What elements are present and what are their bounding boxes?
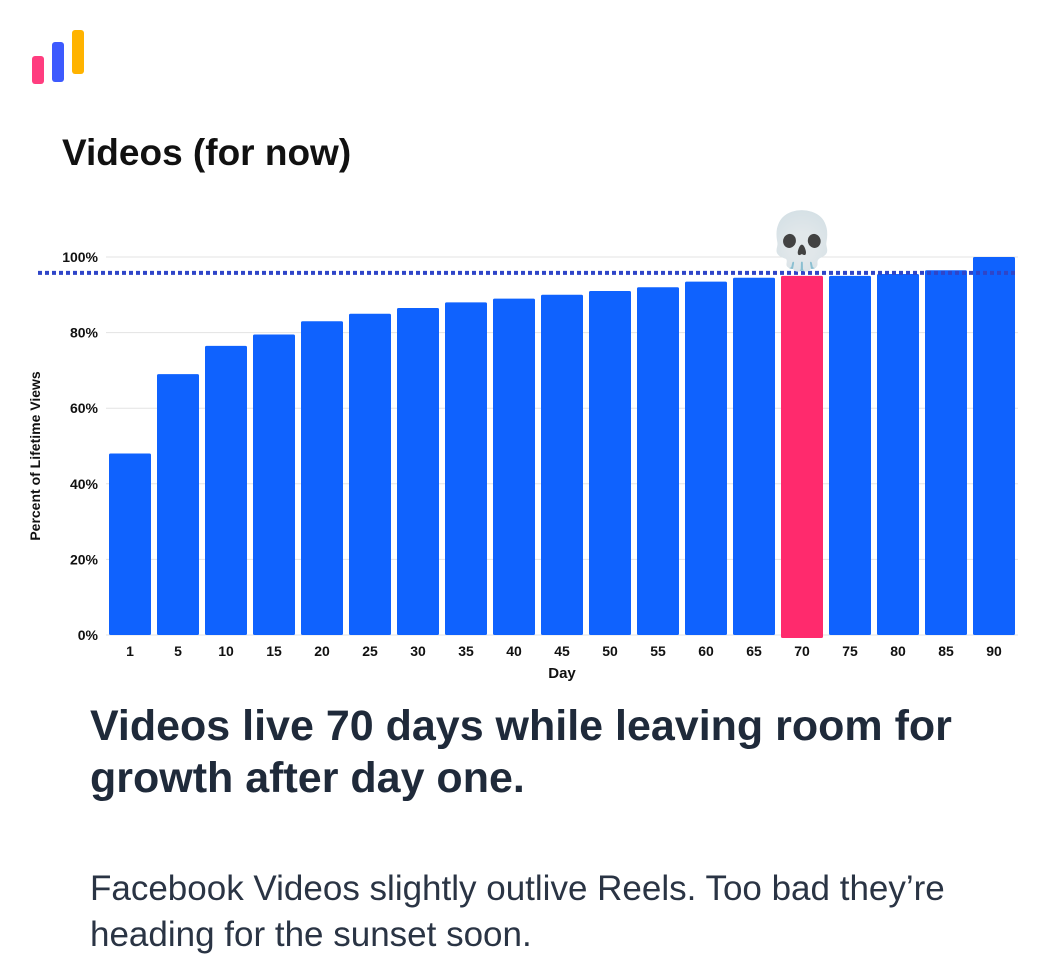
bar [349, 313, 391, 635]
x-tick-label: 40 [506, 643, 522, 659]
x-tick-label: 35 [458, 643, 474, 659]
logo-bar-pink [32, 56, 44, 84]
x-tick-label: 5 [174, 643, 182, 659]
bar [157, 374, 199, 635]
headline: Videos live 70 days while leaving room f… [90, 702, 952, 802]
logo-bar-yellow [72, 30, 84, 74]
bar [541, 294, 583, 635]
bar [637, 287, 679, 635]
skull-icon: 💀 [767, 209, 837, 273]
bar [205, 345, 247, 635]
x-tick-label: 70 [794, 643, 810, 659]
x-tick-label: 30 [410, 643, 426, 659]
bar [589, 291, 631, 635]
x-tick-label: 1 [126, 643, 134, 659]
x-tick-label: 60 [698, 643, 714, 659]
brand-logo [32, 30, 84, 84]
y-tick-label: 20% [70, 551, 99, 567]
chart-title: Videos (for now) [62, 132, 352, 173]
y-tick-label: 80% [70, 325, 99, 341]
x-tick-label: 85 [938, 643, 954, 659]
bar [493, 298, 535, 635]
x-tick-label: 80 [890, 643, 906, 659]
bar [685, 281, 727, 635]
logo-bar-blue [52, 42, 64, 82]
bar [877, 274, 919, 635]
y-tick-label: 40% [70, 476, 99, 492]
x-tick-label: 50 [602, 643, 618, 659]
y-axis-label: Percent of Lifetime Views [27, 371, 43, 541]
subtext: Facebook Videos slightly outlive Reels. … [90, 869, 945, 954]
y-tick-label: 0% [78, 627, 99, 643]
bar [829, 275, 871, 635]
x-tick-label: 10 [218, 643, 234, 659]
x-tick-label: 45 [554, 643, 570, 659]
x-tick-label: 20 [314, 643, 330, 659]
bar-highlight [781, 275, 823, 638]
x-tick-label: 65 [746, 643, 762, 659]
bar [397, 308, 439, 635]
x-tick-label: 25 [362, 643, 378, 659]
x-axis-label: Day [548, 665, 576, 682]
bar [253, 334, 295, 635]
bar-chart: 0%20%40%60%80%100%1 5 10 15 20 25 30 35 40 45 50 55… [27, 209, 1018, 682]
bar [733, 277, 775, 635]
x-tick-label: 90 [986, 643, 1002, 659]
bar [925, 270, 967, 635]
x-tick-label: 15 [266, 643, 282, 659]
y-tick-label: 60% [70, 400, 99, 416]
y-tick-label: 100% [62, 249, 98, 265]
x-tick-label: 75 [842, 643, 858, 659]
bar [301, 321, 343, 635]
bar [445, 302, 487, 635]
bar [109, 453, 151, 635]
bar [973, 257, 1015, 635]
x-tick-label: 55 [650, 643, 666, 659]
